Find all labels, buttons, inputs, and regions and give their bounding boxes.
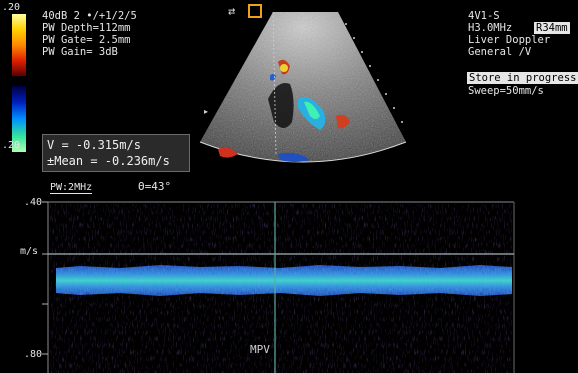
flow-red <box>336 114 350 129</box>
mean-velocity-value: ±Mean = -0.236m/s <box>47 154 170 168</box>
probe-model: 4V1-S <box>468 10 500 22</box>
scale-bottom-label: .80 <box>24 349 43 360</box>
gain-settings: 40dB 2 •/+1/2/5 <box>42 10 137 22</box>
double-arrow-icon[interactable]: ⇄ <box>228 4 236 18</box>
insonation-angle: Θ=43° <box>138 180 172 193</box>
color-bar-positive <box>12 14 26 76</box>
pw-frequency-label: PW:2MHz <box>50 182 93 194</box>
probe-frequency: H3.0MHz <box>468 22 513 34</box>
focus-marker-icon: ▸ <box>204 107 208 116</box>
scale-top-label: .40 <box>24 197 43 208</box>
flow-spectrum-texture <box>56 265 512 296</box>
color-bar-negative <box>12 86 26 152</box>
colorbar-top-label: .20 <box>2 2 21 13</box>
color-velocity-bar <box>12 14 26 154</box>
scale-ticks <box>42 201 48 355</box>
mode-name: General /V <box>468 46 532 58</box>
mpv-marker-label: MPV <box>250 343 270 356</box>
ultrasound-sector-image[interactable]: ▸ <box>198 4 408 164</box>
range-badge: R34mm <box>534 22 570 34</box>
flow-red-bottom <box>218 147 238 158</box>
dark-vessel <box>268 83 294 128</box>
pw-gate: PW Gate= 2.5mm <box>42 34 131 46</box>
sector-speckle <box>200 12 406 162</box>
pw-gain: PW Gain= 3dB <box>42 46 118 58</box>
depth-scale-dots <box>345 23 403 123</box>
freeze-frame-icon[interactable] <box>248 4 262 18</box>
preset-name: Liver Doppler <box>468 34 551 46</box>
flow-blue-bottom <box>278 152 310 162</box>
flow-yellow <box>280 64 288 72</box>
flow-blue-small <box>270 74 276 81</box>
store-status-badge[interactable]: Store in progress <box>467 72 578 84</box>
velocity-measurement-box: V = -0.315m/s ±Mean = -0.236m/s <box>42 134 190 172</box>
colorbar-bottom-label: .20 <box>2 140 21 151</box>
flow-cyan <box>304 101 320 119</box>
pw-depth: PW Depth=112mm <box>42 22 131 34</box>
velocity-unit-label: m/s <box>20 246 39 257</box>
velocity-value: V = -0.315m/s <box>47 138 141 152</box>
sweep-speed: Sweep=50mm/s <box>468 85 544 97</box>
spectral-doppler-display[interactable] <box>0 196 578 373</box>
